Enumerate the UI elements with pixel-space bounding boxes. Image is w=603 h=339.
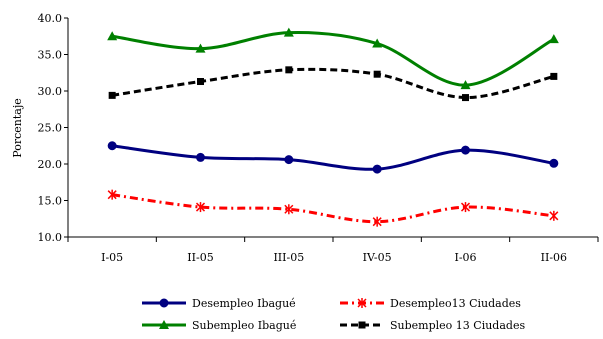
data-point <box>107 189 117 200</box>
legend: Desempleo Ibagué Desempleo13 Ciudades Sube… <box>142 297 525 332</box>
data-point <box>283 27 294 37</box>
legend-label: Desempleo Ibagué <box>192 297 296 310</box>
data-point <box>285 66 293 74</box>
data-point <box>372 38 383 48</box>
y-tick-label: 20.0 <box>38 158 63 171</box>
x-tick-label: II-05 <box>187 251 213 264</box>
data-point <box>195 43 206 53</box>
data-point <box>107 31 118 41</box>
y-tick-label: 30.0 <box>38 85 63 98</box>
data-point <box>461 145 470 155</box>
legend-marker <box>159 298 169 308</box>
series-line <box>111 30 555 87</box>
series-4 <box>108 66 558 102</box>
legend-marker <box>358 321 366 329</box>
data-point <box>460 202 471 213</box>
y-tick-label: 40.0 <box>38 12 63 25</box>
legend-label: Subempleo 13 Ciudades <box>390 319 525 332</box>
data-point <box>373 70 381 78</box>
data-point <box>550 72 558 80</box>
legend-marker <box>159 320 169 329</box>
data-point <box>196 152 205 162</box>
data-point <box>372 216 382 227</box>
data-point <box>548 34 559 44</box>
x-tick-label: II-06 <box>541 251 567 264</box>
x-axis-ticks: I-05 II-05 III-05 IV-05 I-06 II-06 <box>67 237 599 264</box>
series-layer <box>107 27 559 227</box>
y-tick-label: 35.0 <box>38 49 63 62</box>
data-point <box>108 91 116 99</box>
y-axis-title: Porcentaje <box>11 98 24 158</box>
x-tick-label: I-05 <box>101 251 123 264</box>
legend-item: Desempleo Ibagué <box>142 297 296 310</box>
data-point <box>462 94 469 102</box>
x-tick-label: IV-05 <box>363 251 392 264</box>
data-point <box>284 155 294 165</box>
x-tick-label: III-05 <box>273 251 304 264</box>
x-tick-label: I-06 <box>454 251 476 264</box>
series-line <box>111 193 554 224</box>
legend-label: Subempleo Ibagué <box>192 319 296 332</box>
series-1 <box>107 141 559 174</box>
data-point <box>460 80 471 90</box>
series-3 <box>107 27 559 90</box>
data-point <box>372 164 382 174</box>
data-point <box>107 141 117 151</box>
data-point <box>549 158 559 168</box>
data-point <box>195 202 206 213</box>
y-tick-label: 25.0 <box>38 122 63 135</box>
legend-item: Desempleo13 Ciudades <box>340 297 521 310</box>
y-tick-label: 10.0 <box>38 231 63 244</box>
legend-item: Subempleo Ibagué <box>142 319 296 332</box>
legend-marker <box>357 298 367 308</box>
data-point <box>197 78 204 86</box>
data-point <box>284 204 294 215</box>
legend-label: Desempleo13 Ciudades <box>390 297 521 310</box>
y-axis-ticks: 10.0 15.0 20.0 25.0 30.0 35.0 40.0 <box>38 12 68 244</box>
series-line <box>111 144 555 171</box>
legend-item: Subempleo 13 Ciudades <box>340 319 525 332</box>
data-point <box>549 210 559 221</box>
y-tick-label: 15.0 <box>38 195 63 208</box>
series-2 <box>107 189 559 227</box>
series-line <box>111 67 555 100</box>
axes <box>67 18 598 238</box>
